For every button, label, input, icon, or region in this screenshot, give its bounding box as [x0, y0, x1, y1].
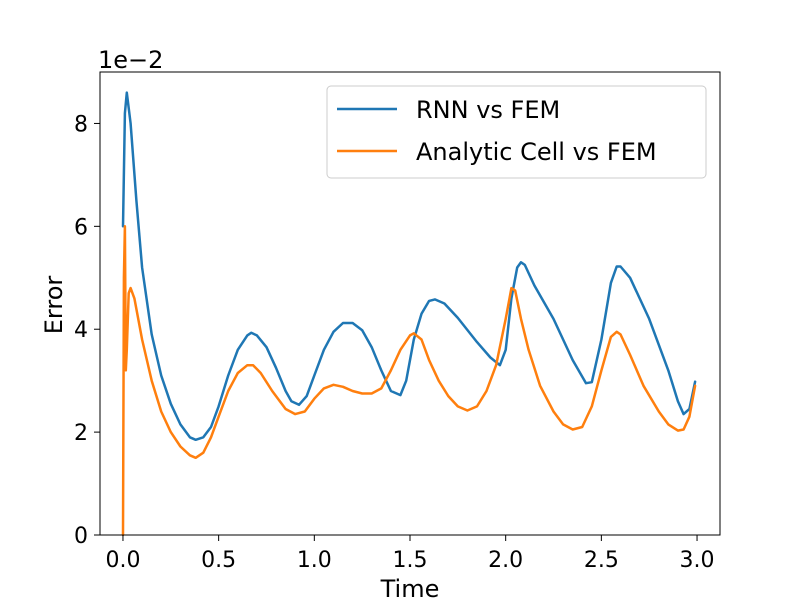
y-tick-label: 6 [74, 215, 88, 240]
y-tick-label: 2 [74, 421, 88, 446]
series-layer [121, 91, 697, 537]
series-line-0 [121, 91, 697, 442]
x-tick-label: 1.0 [297, 548, 332, 573]
x-tick-label: 0.0 [105, 548, 140, 573]
x-tick-label: 1.5 [393, 548, 428, 573]
series-line-1 [121, 225, 697, 537]
legend-label-analytic: Analytic Cell vs FEM [416, 138, 657, 166]
x-axis-label: Time [380, 575, 440, 600]
x-tick-label: 2.5 [584, 548, 619, 573]
y-tick-label: 0 [74, 524, 88, 549]
legend-label-rnn: RNN vs FEM [416, 96, 560, 124]
legend-box [326, 85, 707, 179]
ticks-layer: 0.0 0.5 1.0 1.5 2.0 2.5 3.0 0 2 4 6 8 [74, 112, 715, 573]
y-axis-label: Error [40, 276, 68, 335]
y-offset-label: 1e−2 [98, 46, 163, 74]
x-tick-label: 0.5 [201, 548, 236, 573]
x-tick-label: 3.0 [680, 548, 715, 573]
legend: RNN vs FEM Analytic Cell vs FEM [326, 85, 707, 179]
y-tick-label: 8 [74, 112, 88, 137]
y-tick-label: 4 [74, 318, 88, 343]
x-tick-label: 2.0 [488, 548, 523, 573]
